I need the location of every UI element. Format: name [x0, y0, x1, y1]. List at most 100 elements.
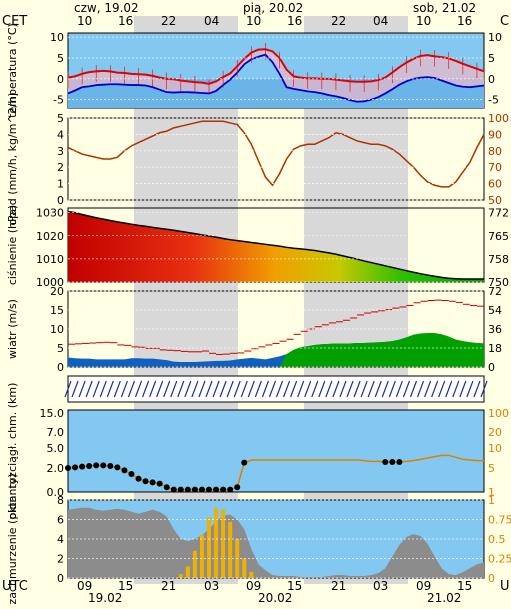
wind-arrow-1	[71, 380, 79, 398]
series-humidity	[67, 120, 485, 188]
cloudbase-dot-24	[234, 484, 241, 491]
ytick-left-wind-0: 20	[50, 285, 64, 298]
footer-hour-2: 21	[161, 579, 176, 593]
ytick-left-vis-0: 15.0	[40, 407, 65, 420]
ytick-right-cloud_cover-4: 0	[488, 572, 495, 585]
wind-arrow-58	[473, 380, 481, 398]
ytick-right-wind-3: 18	[488, 342, 502, 355]
wind-arrow-18	[191, 380, 199, 398]
header-hour-1: 16	[118, 14, 133, 28]
ytick-left-cloud_cover-0: 8	[57, 494, 64, 507]
ytick-right-pressure-0: 772	[488, 207, 509, 220]
cloudbase-dot-13	[156, 480, 163, 487]
ytick-right-wind-0: 72	[488, 285, 502, 298]
ytick-right-wind-2: 36	[488, 323, 502, 336]
wind-arrow-6	[106, 380, 114, 398]
arrow-strip	[67, 375, 485, 403]
ytick-right-cloud_cover-1: 0.75	[488, 514, 511, 527]
wind-arrow-49	[409, 380, 418, 398]
day-label-3: sob, 21.02	[413, 1, 476, 15]
precip-bar-20	[207, 517, 212, 578]
wind-arrow-7	[113, 380, 121, 398]
series-dewpoint	[67, 53, 485, 103]
wind-arrow-9	[127, 380, 136, 398]
ytick-left-pressure-3: 1000	[36, 276, 64, 289]
cloudbase-dot-8	[121, 467, 128, 474]
ytick-right-temperature-1: 5	[488, 52, 495, 65]
ytick-right-wind-4: 0	[488, 361, 495, 374]
ytick-right-cloud_cover-0: 1	[488, 494, 495, 507]
wind-arrow-12	[149, 380, 157, 398]
cloudbase-dot-18	[191, 486, 198, 493]
ytick-left-vis-2: 5.0	[47, 442, 65, 455]
ytick-right-pressure-1: 765	[488, 230, 509, 243]
ytick-right-vis-1: 20	[488, 426, 502, 439]
precip-bar-25	[242, 558, 247, 578]
precip-bar-19	[199, 535, 204, 578]
ytick-right-pressure-3: 750	[488, 276, 509, 289]
wind-arrow-20	[205, 380, 213, 398]
cloudbase-dot-19	[198, 486, 205, 493]
cloudbase-dot-10	[135, 475, 142, 482]
cloudbase-dot-2	[79, 463, 86, 470]
series-temperature	[67, 48, 485, 85]
ytick-left-cloud_cover-4: 0	[57, 572, 64, 585]
footer-dates: 19.02 20.02 21.02	[88, 591, 461, 605]
cloudbase-dot-3	[86, 463, 93, 469]
panel-frame-precipitation_humidity	[67, 117, 485, 201]
wind-arrow-4	[92, 380, 100, 398]
ytick-right-temperature-2: 0	[488, 73, 495, 86]
footer-date-1: 19.02	[88, 591, 122, 605]
ytick-right-vis-3: 5	[488, 462, 495, 475]
wind-arrow-50	[416, 380, 425, 398]
wind-arrow-10	[134, 380, 143, 398]
ylabel-pressure: ciśnienie (hPa)	[6, 205, 19, 285]
wind-arrow-26	[247, 380, 255, 398]
header-hour-5: 16	[287, 14, 302, 28]
wind-arrow-30	[275, 380, 284, 398]
wind-arrow-31	[283, 380, 291, 398]
wind-arrow-46	[388, 380, 396, 398]
footer-hour-5: 15	[287, 579, 302, 593]
ytick-right-precipitation_humidity-1: 90	[488, 128, 502, 141]
ytick-right-vis-2: 10	[488, 442, 502, 455]
cloudbase-dot-5	[100, 462, 107, 469]
cloudbase-dot-4	[93, 462, 100, 469]
cloudbase-dot-7	[114, 464, 121, 471]
cloudbase-dot-9	[128, 471, 135, 477]
wind-arrow-3	[85, 380, 93, 398]
wind-arrow-21	[212, 380, 220, 398]
wind-arrow-38	[332, 380, 340, 398]
ytick-left-precipitation_humidity-3: 2	[57, 161, 64, 174]
wind-arrow-27	[254, 380, 262, 398]
wind-arrow-13	[156, 380, 164, 398]
wind-arrow-45	[381, 380, 389, 398]
footer-hour-3: 03	[204, 579, 219, 593]
cloudbase-dot-20	[206, 486, 213, 493]
timezone-label-top: CET	[2, 14, 27, 29]
ytick-left-cloud_cover-1: 6	[57, 514, 64, 527]
wind-speed-fill	[68, 333, 484, 367]
header-hour-4: 10	[246, 14, 261, 28]
ytick-left-wind-4: 0	[57, 361, 64, 374]
wind-arrow-16	[177, 380, 185, 398]
precip-bar-17	[185, 566, 190, 578]
header-hour-9: 16	[457, 14, 472, 28]
ytick-right-precipitation_humidity-3: 70	[488, 161, 502, 174]
cloudbase-dot-22	[220, 486, 227, 493]
ylabel-precipitation_humidity: opad (mm/h, kg/m^2/h)	[6, 92, 19, 225]
ytick-left-vis-4: 0.0	[47, 486, 65, 499]
footer-date-3: 21.02	[427, 591, 461, 605]
wind-arrow-32	[290, 380, 298, 398]
header-hour-6: 22	[331, 14, 346, 28]
header-days: czw, 19.02 pią, 20.02 sob, 21.02	[74, 1, 476, 15]
cloudbase-dot-15	[170, 486, 177, 493]
ytick-left-cloud_cover-3: 2	[57, 553, 64, 566]
ylabel-wind: wiatr (m/s)	[6, 299, 19, 359]
ytick-left-wind-1: 15	[50, 304, 64, 317]
wind-arrow-54	[445, 380, 453, 398]
ytick-left-pressure-1: 1020	[36, 230, 64, 243]
ytick-right-pressure-2: 758	[488, 253, 509, 266]
wind-arrow-14	[163, 380, 171, 398]
